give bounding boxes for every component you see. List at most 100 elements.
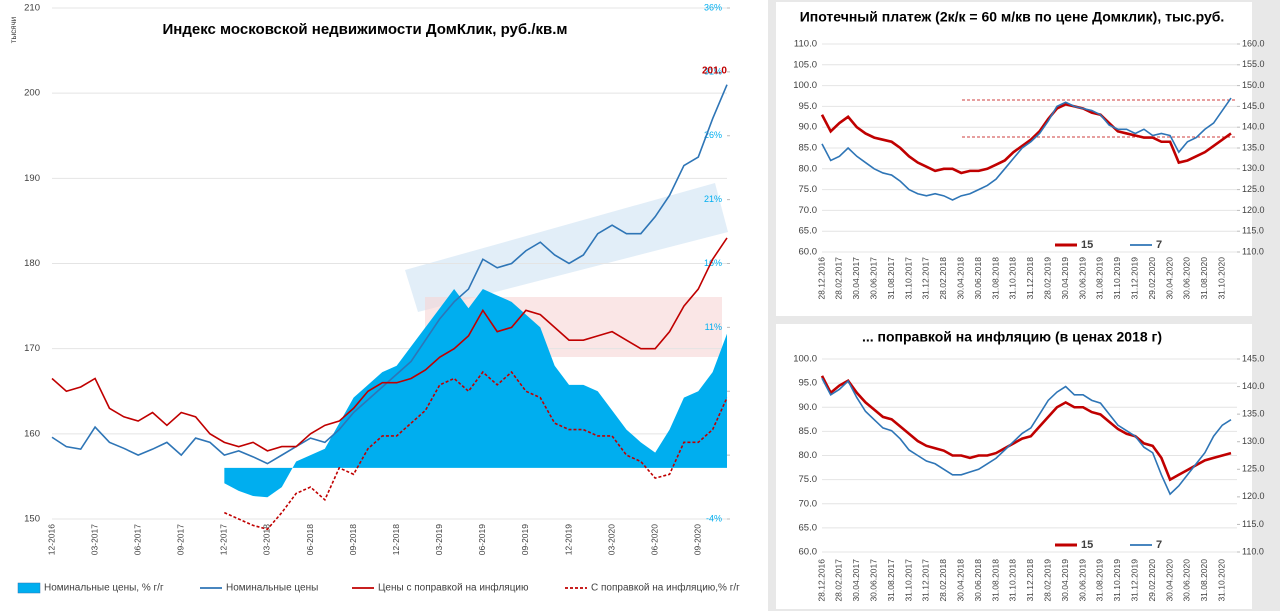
- y-tick-label: 110.0: [794, 39, 817, 50]
- x-tick-label: 09-2020: [693, 524, 703, 555]
- y-tick-label: 100.0: [793, 354, 817, 365]
- y-tick-label: 70.0: [799, 498, 818, 509]
- y-tick-label: 160: [24, 428, 40, 439]
- legend-label: Номинальные цены, % г/г: [44, 583, 164, 594]
- x-tick-label: 31.12.2017: [921, 257, 931, 300]
- line: [820, 375, 1232, 482]
- x-tick-label: 06-2019: [477, 524, 487, 555]
- y-tick-label: 90.0: [799, 402, 818, 413]
- legend-label: 7: [1156, 539, 1162, 551]
- y-tick-label: 190: [24, 173, 40, 184]
- x-tick-label: 31.08.2018: [990, 257, 1000, 300]
- x-tick-label: 30.06.2020: [1182, 559, 1192, 602]
- y-tick-label: 90.0: [799, 122, 818, 133]
- y2-tick-label: 130.0: [1242, 436, 1265, 446]
- chart-title: Индекс московской недвижимости ДомКлик, …: [163, 21, 568, 38]
- legend-swatch: [17, 582, 41, 594]
- line: [820, 102, 1232, 175]
- x-tick-label: 30.06.2018: [973, 257, 983, 300]
- x-tick-label: 06-2020: [649, 524, 659, 555]
- y2-tick-label: 140.0: [1242, 122, 1265, 132]
- y-tick-label: 60.0: [799, 547, 818, 558]
- y-tick-label: 210: [24, 3, 40, 14]
- x-tick-label: 31.08.2019: [1095, 559, 1105, 602]
- x-tick-label: 31.10.2018: [1008, 559, 1018, 602]
- y2-tick-label: 125.0: [1242, 464, 1265, 474]
- x-tick-label: 03-2019: [434, 524, 444, 555]
- y2-tick-label: 110.0: [1242, 246, 1264, 256]
- y-tick-label: 60.0: [799, 247, 818, 258]
- y2-tick-label: 145.0: [1242, 101, 1265, 111]
- x-tick-label: 03-2020: [606, 524, 616, 555]
- x-tick-label: 31.10.2017: [903, 257, 913, 300]
- x-tick-label: 28.02.2017: [834, 257, 844, 300]
- x-tick-label: 30.06.2017: [868, 257, 878, 300]
- y-tick-label: 95.0: [799, 101, 818, 112]
- line: [224, 370, 728, 531]
- legend-label: 15: [1081, 239, 1093, 251]
- x-tick-label: 03-2017: [89, 524, 99, 555]
- x-tick-label: 12-2019: [563, 524, 573, 555]
- x-tick-label: 30.06.2017: [868, 559, 878, 602]
- x-tick-label: 31.12.2019: [1130, 257, 1140, 300]
- x-tick-label: 31.08.2019: [1095, 257, 1105, 300]
- y-tick-label: 85.0: [799, 426, 818, 437]
- legend-label: 15: [1081, 539, 1093, 551]
- y2-tick-label: 130.0: [1242, 163, 1265, 173]
- y-tick-label: 75.0: [799, 184, 818, 195]
- y2-tick-label: 16%: [704, 258, 722, 268]
- x-tick-label: 31.10.2018: [1008, 257, 1018, 300]
- x-tick-label: 31.12.2017: [921, 559, 931, 602]
- x-tick-label: 31.12.2019: [1130, 559, 1140, 602]
- x-tick-label: 31.08.2017: [886, 257, 896, 300]
- legend-label: Номинальные цены: [226, 583, 318, 594]
- x-tick-label: 31.10.2017: [903, 559, 913, 602]
- x-tick-label: 31.12.2018: [1025, 257, 1035, 300]
- x-tick-label: 12-2016: [46, 524, 56, 555]
- legend-label: 7: [1156, 239, 1162, 251]
- x-tick-label: 30.06.2020: [1182, 257, 1192, 300]
- x-tick-label: 30.04.2020: [1164, 257, 1174, 300]
- y2-tick-label: 160.0: [1242, 38, 1265, 48]
- y2-tick-label: 115.0: [1242, 519, 1264, 529]
- x-tick-label: 31.08.2017: [886, 559, 896, 602]
- y2-tick-label: 120.0: [1242, 205, 1265, 215]
- x-tick-label: 30.06.2019: [1077, 257, 1087, 300]
- y2-tick-label: 155.0: [1242, 59, 1265, 69]
- x-tick-label: 30.04.2019: [1060, 559, 1070, 602]
- y-tick-label: 80.0: [799, 450, 818, 461]
- y2-tick-label: 140.0: [1242, 381, 1265, 391]
- area: [224, 289, 727, 498]
- y2-tick-label: 135.0: [1242, 142, 1265, 152]
- x-tick-label: 30.04.2017: [851, 257, 861, 300]
- line: [821, 377, 1232, 496]
- x-tick-label: 31.12.2018: [1025, 559, 1035, 602]
- y-tick-label: 105.0: [793, 59, 817, 70]
- y-tick-label: 100.0: [793, 80, 817, 91]
- trend-band: [405, 183, 728, 312]
- y2-tick-label: 150.0: [1242, 80, 1265, 90]
- y2-tick-label: 21%: [704, 194, 722, 204]
- y-tick-label: 80.0: [799, 163, 818, 174]
- y2-tick-label: 135.0: [1242, 409, 1265, 419]
- x-tick-label: 28.02.2019: [1043, 559, 1053, 602]
- legend-label: Цены с поправкой на инфляцию: [378, 582, 529, 594]
- legend-label: С поправкой на инфляцию,% г/г: [591, 582, 740, 594]
- line: [51, 84, 728, 465]
- x-tick-label: 28.02.2017: [834, 559, 844, 602]
- x-tick-label: 30.06.2019: [1077, 559, 1087, 602]
- data-label: 201.0: [702, 65, 727, 76]
- x-tick-label: 12-2017: [219, 524, 229, 555]
- x-tick-label: 30.04.2019: [1060, 257, 1070, 300]
- y2-tick-label: 110.0: [1242, 546, 1264, 556]
- y-tick-label: 70.0: [799, 205, 818, 216]
- line: [51, 237, 728, 452]
- chart-title: ... поправкой на инфляцию (в ценах 2018 …: [862, 329, 1162, 345]
- x-tick-label: 29.02.2020: [1147, 257, 1157, 300]
- x-tick-label: 31.08.2018: [990, 559, 1000, 602]
- y2-tick-label: 31%: [704, 66, 722, 76]
- y-tick-label: 180: [24, 258, 40, 269]
- x-tick-label: 09-2019: [520, 524, 530, 555]
- y-tick-label: 85.0: [799, 143, 818, 154]
